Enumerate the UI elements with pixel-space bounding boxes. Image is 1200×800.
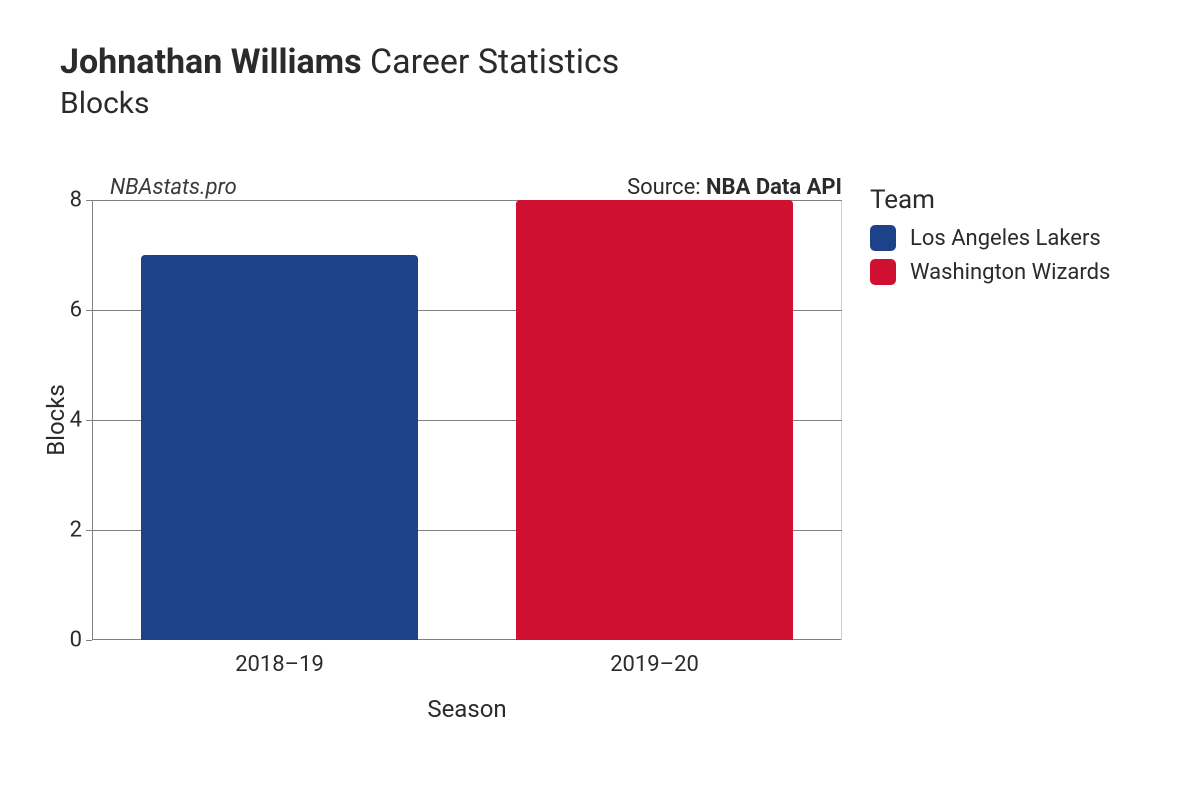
xtick-label: 2018–19 <box>235 652 324 677</box>
bar <box>141 255 419 640</box>
ytick-mark <box>86 310 92 311</box>
plot-area: 024682018–192019–20 <box>92 200 842 640</box>
legend-item: Washington Wizards <box>870 259 1110 285</box>
title-rest: Career Statistics <box>362 42 620 82</box>
ytick-label: 2 <box>70 518 82 543</box>
ytick-label: 8 <box>70 188 82 213</box>
ytick-mark <box>86 420 92 421</box>
legend-item: Los Angeles Lakers <box>870 225 1110 251</box>
ytick-label: 4 <box>70 408 82 433</box>
title-bold: Johnathan Williams <box>60 42 362 82</box>
legend-title: Team <box>870 185 1110 215</box>
ytick-label: 6 <box>70 298 82 323</box>
x-axis-title: Season <box>427 695 506 723</box>
source-name: NBA Data API <box>706 175 842 200</box>
xtick-label: 2019–20 <box>610 652 699 677</box>
ytick-mark <box>86 530 92 531</box>
legend-items: Los Angeles Lakers Washington Wizards <box>870 225 1110 285</box>
bar <box>516 200 794 640</box>
watermark-text: NBAstats.pro <box>110 175 237 200</box>
source-prefix: Source: <box>627 175 706 200</box>
source-label: Source: NBA Data API <box>627 175 842 200</box>
chart-title-block: Johnathan Williams Career Statistics Blo… <box>60 42 619 121</box>
legend-swatch <box>870 225 896 251</box>
legend-swatch <box>870 259 896 285</box>
y-axis-title: Blocks <box>42 384 70 456</box>
ytick-mark <box>86 200 92 201</box>
ytick-label: 0 <box>70 628 82 653</box>
legend: Team Los Angeles Lakers Washington Wizard… <box>870 185 1110 293</box>
chart-title: Johnathan Williams Career Statistics <box>60 42 619 82</box>
legend-label: Washington Wizards <box>910 260 1110 285</box>
chart-container: Johnathan Williams Career Statistics Blo… <box>0 0 1200 800</box>
legend-label: Los Angeles Lakers <box>910 226 1101 251</box>
ytick-mark <box>86 640 92 641</box>
chart-subtitle: Blocks <box>60 86 619 121</box>
